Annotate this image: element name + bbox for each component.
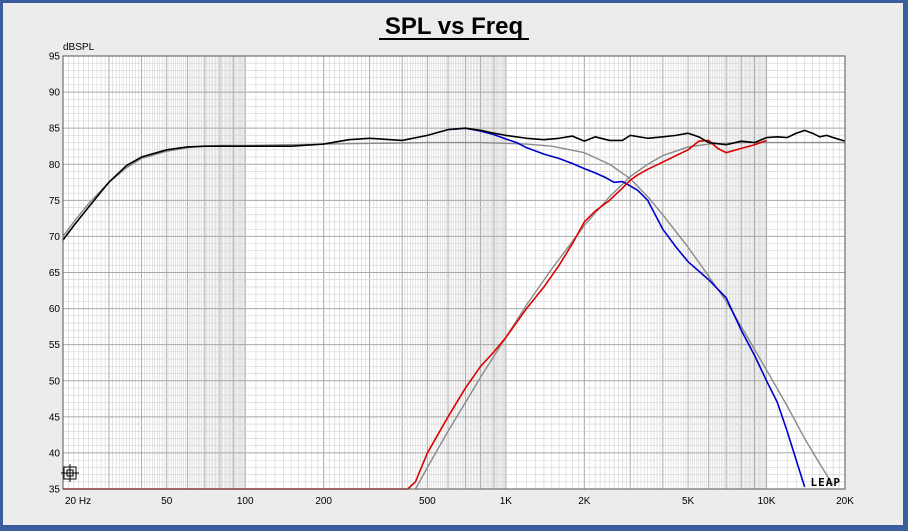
- y-tick-label: 40: [49, 448, 61, 459]
- grid-lines: [62, 55, 846, 490]
- y-axis-label: dBSPL: [63, 42, 95, 53]
- y-tick-label: 55: [49, 340, 61, 351]
- y-tick-label: 80: [49, 160, 61, 171]
- x-tick-label: 200: [315, 496, 332, 507]
- x-tick-label: 2K: [578, 496, 591, 507]
- series-line: [63, 139, 767, 490]
- x-tick-label: 10K: [758, 496, 776, 507]
- y-tick-label: 65: [49, 268, 61, 279]
- plot-border: [62, 55, 846, 490]
- y-tick-label: 45: [49, 412, 61, 423]
- x-tick-label: 50: [161, 496, 173, 507]
- x-tick-label: 5K: [682, 496, 695, 507]
- spl-chart: SPL vs Freq dBSPL 35 40 45 50 55 60 65 70 75 80 85…: [3, 3, 903, 525]
- leap-logo: LEAP: [811, 476, 842, 489]
- series-line: [62, 141, 834, 486]
- chart-window: SPL vs Freq dBSPL 35 40 45 50 55 60 65 70 75 80 85…: [3, 3, 903, 525]
- x-tick-label: 1K: [500, 496, 513, 507]
- x-tick-label: 100: [237, 496, 254, 507]
- cursor-crosshair-icon[interactable]: [61, 464, 79, 482]
- chart-title: SPL vs Freq: [385, 13, 523, 40]
- x-tick-label: 500: [419, 496, 436, 507]
- y-tick-label: 35: [49, 485, 61, 496]
- y-tick-label: 95: [49, 52, 61, 63]
- y-tick-labels: 35 40 45 50 55 60 65 70 75 80 85 90 95: [49, 52, 61, 496]
- series-lines: [62, 127, 846, 490]
- x-tick-label: 20K: [836, 496, 854, 507]
- x-tick-label: 20 Hz: [65, 496, 91, 507]
- x-tick-labels: 20 Hz 50 100 200 500 1K 2K 5K 10K 20K: [65, 496, 854, 507]
- y-tick-label: 50: [49, 376, 61, 387]
- y-tick-label: 85: [49, 124, 61, 135]
- y-tick-label: 90: [49, 88, 61, 99]
- y-tick-label: 60: [49, 304, 61, 315]
- y-tick-label: 70: [49, 232, 61, 243]
- y-tick-label: 75: [49, 196, 61, 207]
- series-line: [62, 127, 846, 241]
